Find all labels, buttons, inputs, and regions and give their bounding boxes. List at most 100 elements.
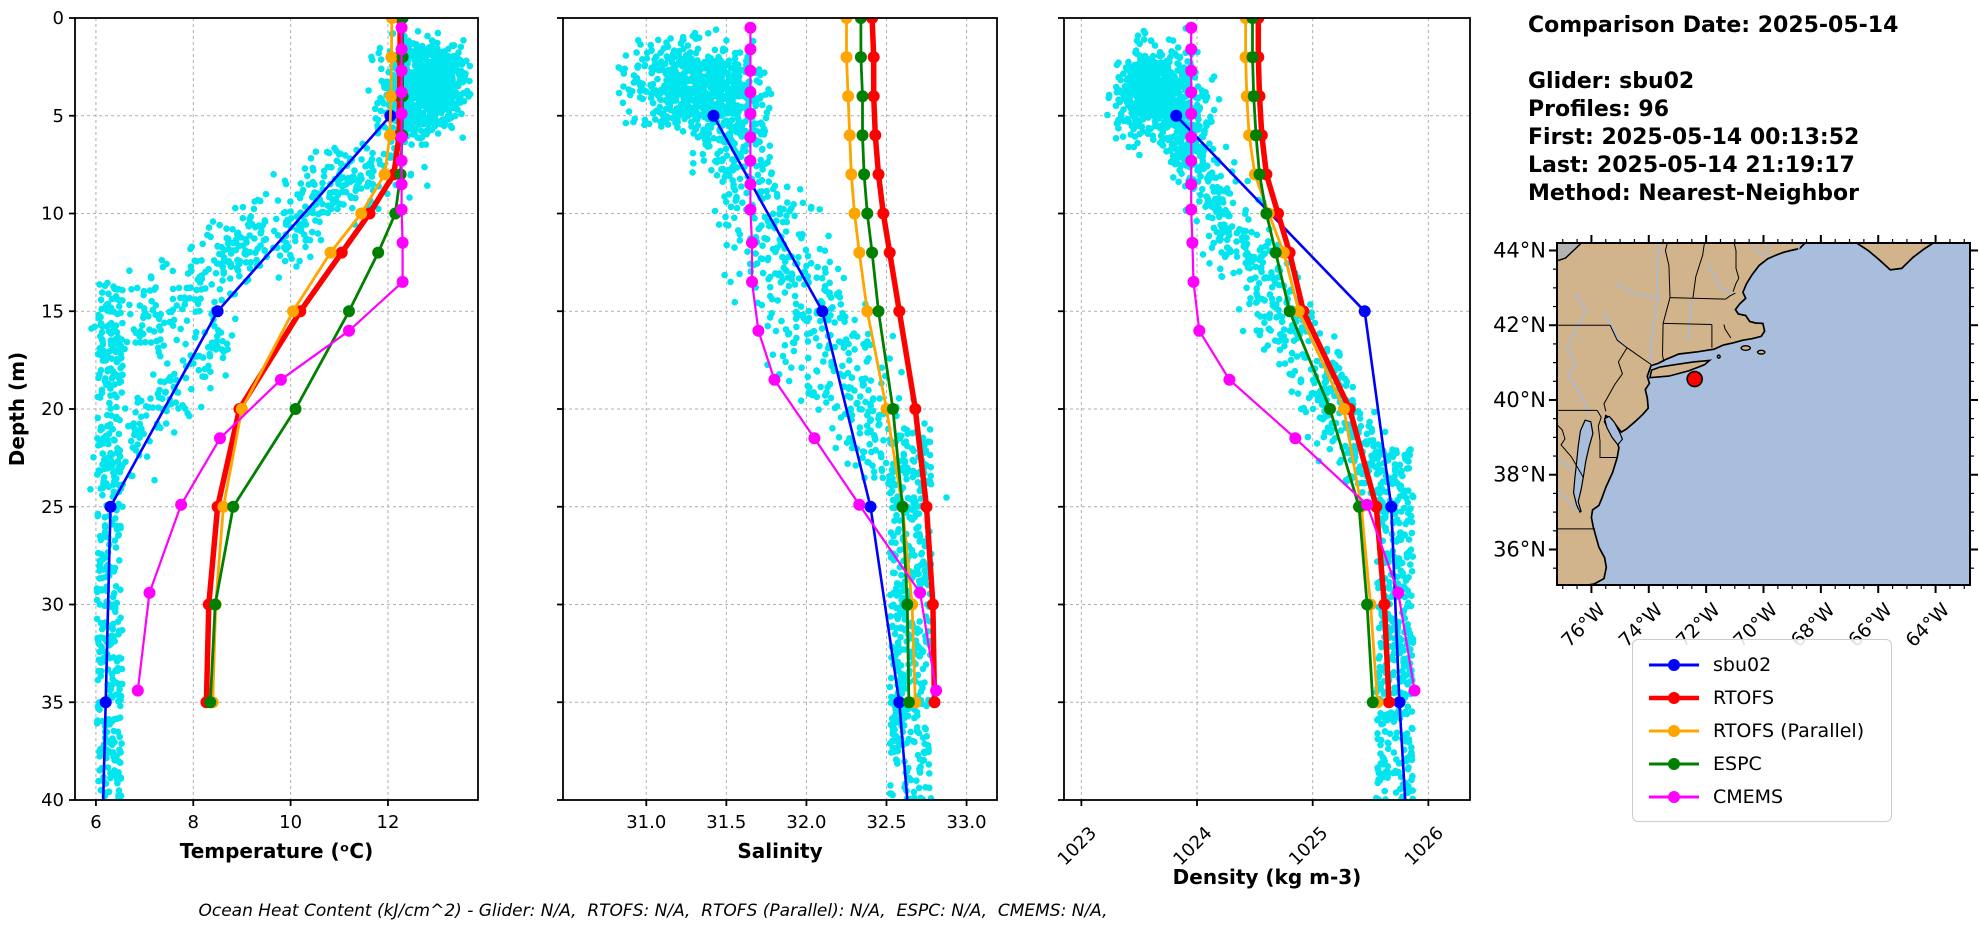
map-delaware-bay (1603, 415, 1624, 446)
salinity-xlabel: Salinity (737, 839, 822, 863)
map-state-border (1662, 297, 1671, 324)
map-mainland (1557, 243, 1807, 585)
first-profile-time: First: 2025-05-14 00:13:52 (1528, 125, 1860, 150)
svg-text:10: 10 (41, 204, 64, 225)
map-state-border (1723, 324, 1732, 339)
salinity-scatter-points (615, 26, 950, 800)
map-chesapeake-bay (1572, 419, 1594, 513)
map-state-border (1692, 243, 1705, 299)
legend-line-sample (1649, 757, 1699, 770)
map-state-border (1658, 323, 1665, 364)
svg-text:12: 12 (377, 812, 400, 833)
map-state-border (1626, 347, 1652, 365)
temperature-x-axis: 6 8 10 12 (90, 800, 399, 833)
map-island (1740, 345, 1752, 351)
svg-text:8: 8 (188, 812, 199, 833)
density-series-sbu02 (1170, 109, 1407, 800)
map-nova-scotia (1855, 243, 1935, 271)
comparison-date: Comparison Date: 2025-05-14 (1528, 13, 1899, 38)
legend-entry-cmems: CMEMS (1647, 780, 1877, 813)
salinity-series-espc (854, 18, 915, 709)
legend-line-sample (1649, 658, 1699, 671)
map-state-border (1557, 243, 1582, 262)
map-state-border (1732, 243, 1740, 292)
map-river (1687, 299, 1694, 341)
svg-text:33.0: 33.0 (947, 812, 987, 833)
svg-text:0: 0 (53, 8, 64, 29)
temperature-ylabel: Depth (m) (5, 352, 29, 466)
legend-label: sbu02 (1713, 653, 1772, 676)
svg-text:32.0: 32.0 (786, 812, 826, 833)
legend-entry-rtofs-parallel-: RTOFS (Parallel) (1647, 714, 1877, 747)
method: Method: Nearest-Neighbor (1528, 181, 1859, 206)
map-river (1557, 488, 1580, 512)
glider-position-marker (1686, 370, 1703, 388)
map-state-border (1603, 324, 1628, 412)
map-state-border (1669, 297, 1726, 300)
map-river (1764, 243, 1770, 256)
legend-entry-espc: ESPC (1647, 747, 1877, 780)
map-river (1706, 263, 1733, 294)
svg-text:32.5: 32.5 (866, 812, 906, 833)
info-panel: Comparison Date: 2025-05-14 Glider: sbu0… (1528, 12, 1898, 208)
svg-text:31.5: 31.5 (706, 812, 746, 833)
temperature-series-cmems (131, 21, 409, 697)
map-river (1615, 281, 1658, 299)
map-state-border (1663, 322, 1712, 325)
temperature-scatter-points (87, 28, 474, 800)
info-spacer (1528, 40, 1898, 68)
salinity-panel: 31.0 31.5 32.0 32.5 33.0 Salinity (557, 17, 998, 863)
svg-text:25: 25 (41, 497, 64, 518)
svg-text:10: 10 (279, 812, 302, 833)
last-profile-time: Last: 2025-05-14 21:19:17 (1528, 153, 1855, 178)
map-panel: 44°N42°N40°N38°N36°N76°W 74°W 72°W 70°W 68°W… (1493, 235, 1978, 652)
map-river (1649, 243, 1661, 363)
density-xlabel: Density (kg m-3) (1173, 865, 1362, 889)
map-river (1557, 459, 1575, 472)
density-series-espc (1246, 18, 1379, 709)
map-island (1716, 354, 1721, 359)
salinity-series-cmems (744, 21, 943, 697)
legend-label: RTOFS (Parallel) (1713, 719, 1865, 742)
svg-text:40: 40 (41, 790, 64, 811)
density-y-axis (1058, 17, 1064, 801)
map-state-border (1664, 243, 1671, 298)
map-river (1750, 243, 1766, 258)
legend-line-sample (1649, 724, 1699, 737)
temperature-series-rtofs-parallel- (206, 18, 398, 709)
legend: sbu02 RTOFS RTOFS (Parallel) ESPC CMEMS (1632, 639, 1892, 822)
legend-label: CMEMS (1713, 785, 1784, 808)
legend-entry-sbu02: sbu02 (1647, 648, 1877, 681)
ocean-heat-content-note: Ocean Heat Content (kJ/cm^2) - Glider: N… (198, 901, 1108, 921)
legend-entry-rtofs: RTOFS (1647, 681, 1877, 714)
salinity-x-axis: 31.0 31.5 32.0 32.5 33.0 (626, 800, 987, 833)
legend-line-sample (1649, 691, 1699, 704)
legend-line-sample (1649, 790, 1699, 803)
map-state-border (1596, 410, 1618, 458)
map-state-border (1557, 424, 1584, 478)
salinity-series-rtofs (866, 18, 941, 709)
svg-text:6: 6 (90, 812, 101, 833)
temperature-y-axis: 0 5 10 15 20 25 30 35 40 (41, 8, 75, 811)
map-river (1797, 243, 1801, 250)
legend-label: ESPC (1713, 752, 1762, 775)
map-ticks (1549, 235, 1978, 593)
density-series-cmems (1185, 21, 1421, 697)
map-long-island (1648, 359, 1713, 379)
density-x-axis: 1023 1024 1025 1026 (1054, 800, 1448, 870)
profiles-count: Profiles: 96 (1528, 97, 1670, 122)
legend-label: RTOFS (1713, 686, 1775, 709)
svg-text:31.0: 31.0 (626, 812, 666, 833)
salinity-y-axis (557, 17, 563, 801)
temperature-panel: 6 8 10 12 0 5 10 15 20 25 30 35 40 Temperature (ᵒC) De… (5, 8, 479, 863)
svg-text:30: 30 (41, 595, 64, 616)
glider-name: Glider: sbu02 (1528, 69, 1695, 94)
svg-text:15: 15 (41, 301, 64, 322)
temperature-xlabel: Temperature (ᵒC) (180, 839, 374, 863)
map-state-border (1725, 292, 1736, 300)
map-river (1566, 293, 1590, 415)
svg-text:35: 35 (41, 692, 64, 713)
svg-text:20: 20 (41, 399, 64, 420)
